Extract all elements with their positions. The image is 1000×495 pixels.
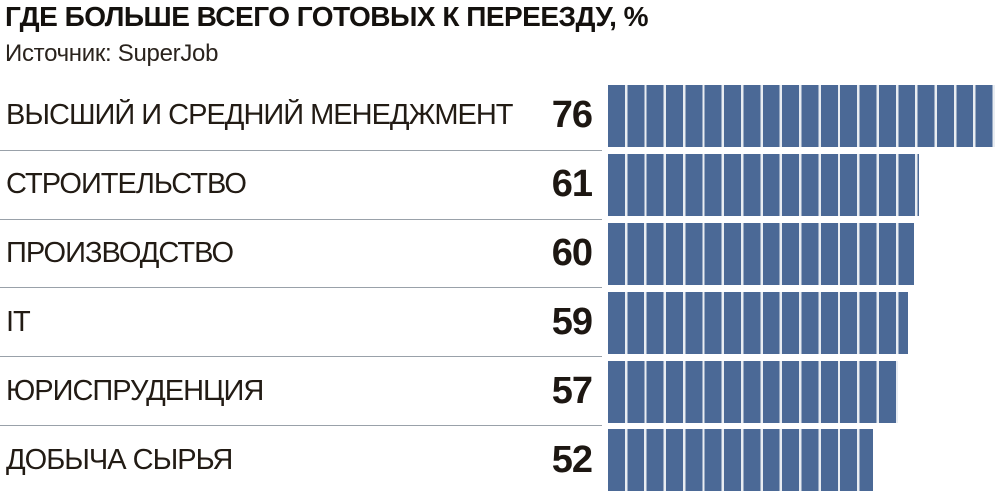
bar-zone xyxy=(602,220,1000,289)
row-text-cell: ЮРИСПРУДЕНЦИЯ 57 xyxy=(0,357,602,426)
row-text-cell: СТРОИТЕЛЬСТВО 61 xyxy=(0,151,602,220)
value-label: 57 xyxy=(551,369,593,412)
bar xyxy=(608,429,873,492)
category-label: IT xyxy=(6,305,31,338)
value-label: 60 xyxy=(551,231,593,274)
chart-row: IT 59 xyxy=(0,288,1000,358)
category-label: СТРОИТЕЛЬСТВО xyxy=(6,168,247,201)
category-label: ДОБЫЧА СЫРЬЯ xyxy=(6,443,233,476)
chart-row: ДОБЫЧА СЫРЬЯ 52 xyxy=(0,426,1000,495)
bar-zone xyxy=(602,151,1000,220)
value-label: 61 xyxy=(551,163,593,206)
category-label: ВЫСШИЙ И СРЕДНИЙ МЕНЕДЖМЕНТ xyxy=(6,99,513,132)
chart-row: ПРОИЗВОДСТВО 60 xyxy=(0,220,1000,289)
bar-zone xyxy=(602,426,1000,495)
bar-chart: ВЫСШИЙ И СРЕДНИЙ МЕНЕДЖМЕНТ 76 СТРОИТЕЛЬ… xyxy=(0,82,1000,495)
chart-row: СТРОИТЕЛЬСТВО 61 xyxy=(0,151,1000,220)
value-label: 52 xyxy=(551,438,593,481)
bar xyxy=(608,222,914,285)
chart-header: ГДЕ БОЛЬШЕ ВСЕГО ГОТОВЫХ К ПЕРЕЕЗДУ, % И… xyxy=(0,0,1000,68)
bar xyxy=(608,85,995,148)
bar xyxy=(608,154,919,217)
bar-zone xyxy=(602,288,1000,357)
chart-title: ГДЕ БОЛЬШЕ ВСЕГО ГОТОВЫХ К ПЕРЕЕЗДУ, % xyxy=(5,1,649,32)
category-label: ПРОИЗВОДСТВО xyxy=(6,236,234,269)
value-label: 76 xyxy=(551,94,593,137)
row-text-cell: ДОБЫЧА СЫРЬЯ 52 xyxy=(0,426,602,495)
bar-zone xyxy=(602,357,1000,426)
value-label: 59 xyxy=(551,300,593,343)
row-text-cell: IT 59 xyxy=(0,288,602,358)
bar xyxy=(608,360,899,423)
row-text-cell: ВЫСШИЙ И СРЕДНИЙ МЕНЕДЖМЕНТ 76 xyxy=(0,82,602,151)
chart-row: ВЫСШИЙ И СРЕДНИЙ МЕНЕДЖМЕНТ 76 xyxy=(0,82,1000,151)
bar-zone xyxy=(602,82,1000,151)
chart-source: Источник: SuperJob xyxy=(5,39,219,67)
chart-row: ЮРИСПРУДЕНЦИЯ 57 xyxy=(0,357,1000,426)
row-text-cell: ПРОИЗВОДСТВО 60 xyxy=(0,220,602,289)
bar xyxy=(608,291,909,354)
category-label: ЮРИСПРУДЕНЦИЯ xyxy=(6,374,264,407)
